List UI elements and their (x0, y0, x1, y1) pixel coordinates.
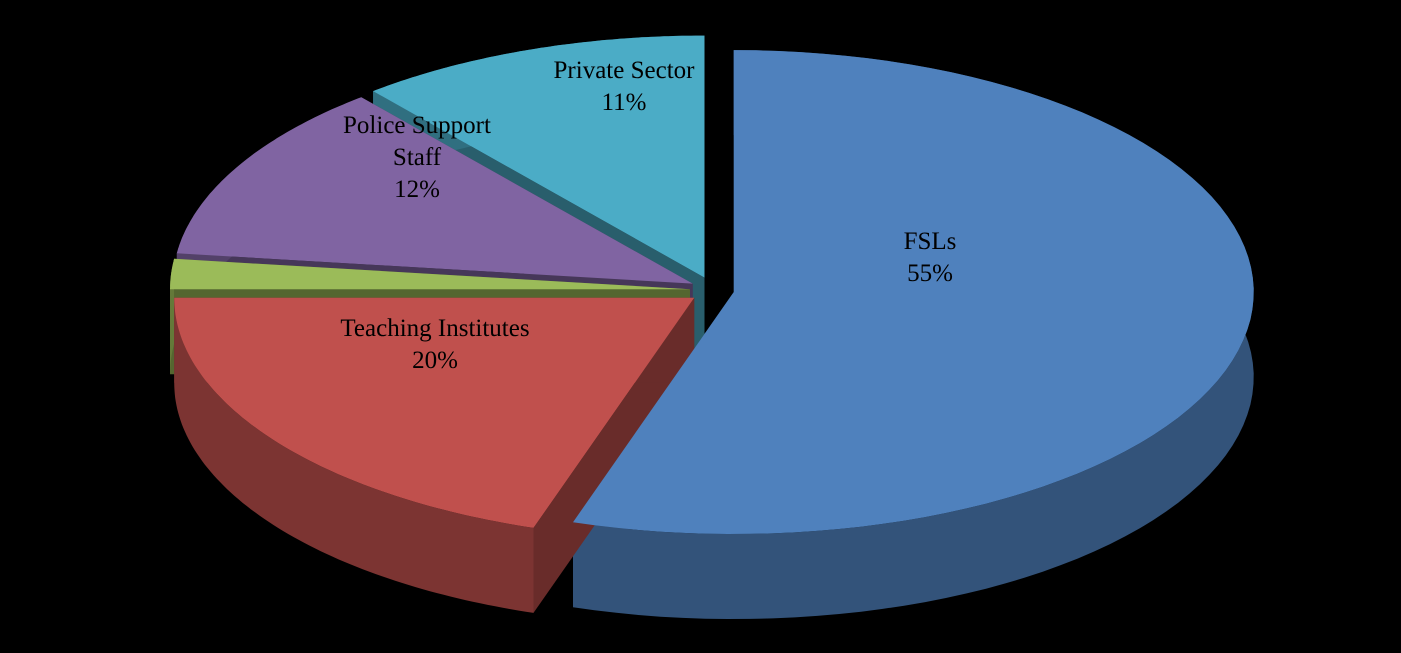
value-label: 20% (412, 347, 458, 374)
category-label: Police Support Staff (343, 112, 491, 171)
value-label: 12% (394, 176, 440, 203)
slice (573, 50, 1254, 534)
value-label: 55% (907, 260, 953, 287)
slice-label: Teaching Institutes 20% (305, 313, 565, 377)
category-label: Teaching Institutes (340, 315, 530, 342)
slice-label: Police Support Staff 12% (322, 110, 512, 206)
slice (176, 97, 693, 284)
value-label: 11% (601, 89, 647, 116)
slice (373, 35, 705, 278)
slice (174, 297, 695, 528)
slice-label: Private Sector 11% (494, 55, 754, 119)
category-label: Private Sector (553, 57, 695, 84)
slice-label: FSLs 55% (800, 226, 1060, 290)
slice (170, 258, 690, 290)
category-label: FSLs (903, 228, 957, 255)
slice-side (174, 297, 534, 613)
